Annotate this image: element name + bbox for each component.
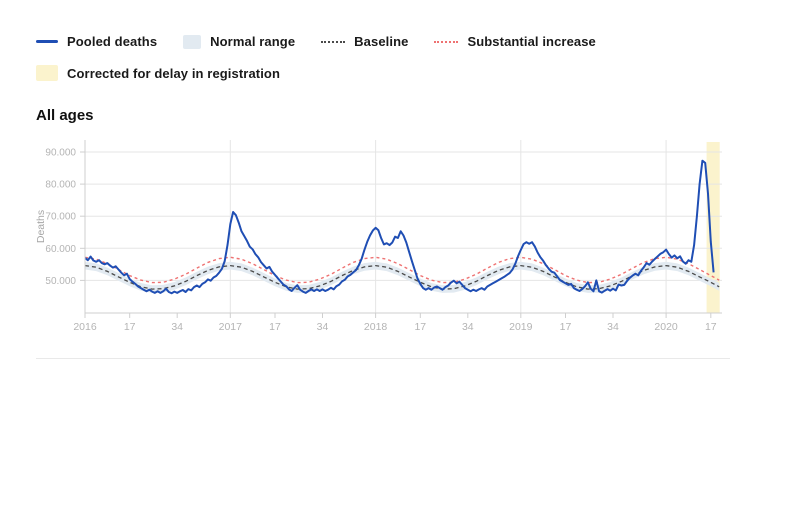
baseline-dotted-swatch-icon — [321, 40, 346, 43]
y-tick-label: 70.000 — [45, 212, 76, 223]
x-tick-label: 17 — [705, 321, 717, 333]
y-axis-title: Deaths — [35, 210, 47, 243]
legend-label: Baseline — [354, 34, 409, 49]
baseline-line — [84, 264, 720, 290]
legend-label: Normal range — [210, 34, 296, 49]
x-tick-label: 2019 — [509, 321, 533, 333]
x-tick-label: 17 — [414, 321, 426, 333]
mortality-line-chart: 50.000 60.000 70.000 80.000 90.000 2016 17 34 20… — [35, 140, 722, 333]
corrected-delay-band — [706, 142, 720, 313]
y-tick-label: 60.000 — [45, 244, 76, 255]
chart-legend: Pooled deaths Normal range Baseline Subs… — [36, 34, 622, 97]
x-tick-label: 2018 — [364, 321, 388, 333]
substantial-increase-dotted-swatch-icon — [434, 40, 459, 43]
x-tick-label: 2016 — [73, 321, 97, 333]
x-tick-label: 2020 — [654, 321, 678, 333]
x-tick-label: 34 — [317, 321, 329, 333]
legend-item-normal-range: Normal range — [183, 34, 295, 49]
x-tick-label: 17 — [560, 321, 572, 333]
normal-range-band — [85, 261, 720, 293]
normal-range-swatch-icon — [183, 34, 202, 49]
pooled-deaths-line — [84, 159, 715, 295]
x-tick-label: 17 — [269, 321, 281, 333]
x-tick-label: 34 — [171, 321, 183, 333]
y-tick-label: 90.000 — [45, 148, 76, 159]
chart-title: All ages — [36, 107, 94, 124]
corrected-delay-swatch-icon — [36, 65, 58, 81]
legend-label: Substantial increase — [467, 34, 596, 49]
y-tick-label: 80.000 — [45, 180, 76, 191]
x-tick-label: 17 — [124, 321, 136, 333]
section-divider — [36, 358, 730, 359]
legend-label: Pooled deaths — [67, 34, 158, 49]
legend-item-substantial-increase: Substantial increase — [434, 34, 596, 49]
x-tick-label: 34 — [462, 321, 474, 333]
legend-row-1: Pooled deaths Normal range Baseline Subs… — [36, 34, 622, 49]
legend-label: Corrected for delay in registration — [67, 65, 280, 81]
y-tick-label: 50.000 — [45, 276, 76, 287]
legend-item-corrected-delay: Corrected for delay in registration — [36, 65, 280, 81]
x-tick-label: 34 — [607, 321, 619, 333]
x-tick-label: 2017 — [219, 321, 243, 333]
legend-row-2: Corrected for delay in registration — [36, 65, 622, 81]
legend-item-pooled-deaths: Pooled deaths — [36, 34, 157, 49]
legend-item-baseline: Baseline — [321, 34, 408, 49]
pooled-deaths-line-swatch-icon — [36, 40, 58, 43]
